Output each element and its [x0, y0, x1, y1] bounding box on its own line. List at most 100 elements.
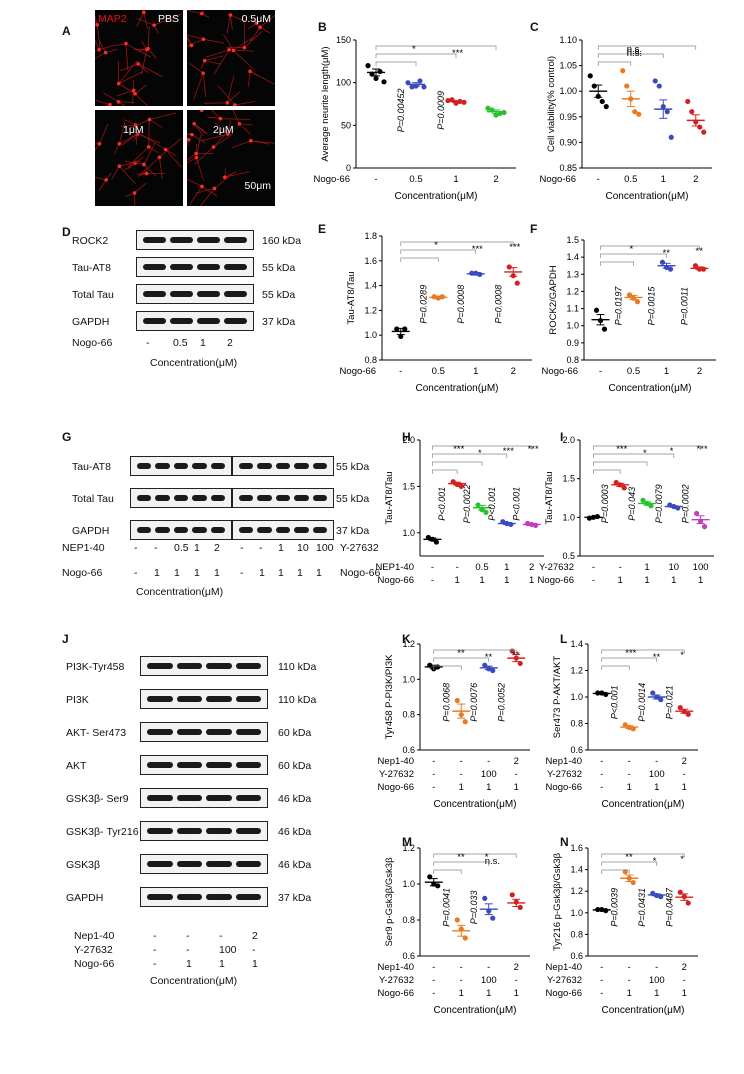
y-tick-label: 1.0	[402, 674, 415, 684]
soma	[163, 147, 168, 152]
significance-bracket	[432, 461, 483, 466]
data-point	[668, 134, 674, 140]
neurite	[118, 101, 126, 106]
micrograph-1um: 1μM	[95, 110, 183, 206]
y-tick-label: 1.1	[566, 304, 579, 314]
significance-bracket	[375, 45, 497, 50]
y-tick-label: 0.8	[570, 719, 583, 729]
neurite	[194, 146, 214, 165]
treatment-value: 1	[486, 782, 491, 793]
blot-strip	[232, 456, 334, 476]
neurite	[223, 34, 234, 51]
significance-annotation: P=0.0011	[680, 287, 690, 325]
significance-annotation: P<0.001	[512, 487, 522, 521]
data-point	[490, 667, 496, 674]
treatment-value: 1	[278, 542, 284, 554]
neurite	[95, 99, 111, 106]
blot-row-label: GSK3β	[66, 859, 101, 871]
significance-annotation: **	[485, 652, 493, 663]
treatment-value: 0.5	[627, 366, 640, 377]
data-point	[685, 711, 691, 717]
treatment-label: Nep1-40	[378, 756, 414, 767]
blot-band	[224, 291, 247, 297]
blot-band	[143, 264, 166, 270]
neurite	[224, 171, 250, 178]
neurite	[125, 43, 152, 58]
soma	[152, 23, 156, 27]
blot-row-label: AKT- Ser473	[66, 727, 127, 739]
blot-row-label: GAPDH	[72, 316, 110, 328]
treatment-value: 1	[316, 567, 322, 579]
treatment-label: Y-27632	[74, 944, 113, 956]
blot-band	[235, 795, 261, 801]
neurite	[136, 12, 145, 27]
data-point	[482, 895, 488, 901]
neurite	[213, 133, 233, 148]
y-tick-label: 1.6	[364, 256, 377, 266]
tile-label-1um: 1μM	[123, 124, 144, 136]
soma	[147, 117, 152, 122]
y-tick-label: 0.9	[566, 338, 579, 348]
blot-band	[143, 291, 166, 297]
y-tick-label: 1.8	[364, 231, 377, 241]
y-axis-label: Tyr216 p-Gsk3β/Gsk3β	[552, 852, 563, 951]
axis-label: Concentration(μM)	[150, 975, 238, 987]
neurite	[187, 35, 192, 46]
significance-bracket	[597, 45, 697, 50]
blot-strip	[140, 821, 268, 841]
treatment-value: -	[600, 756, 603, 767]
neurite	[193, 72, 204, 100]
treatment-value: -	[154, 542, 158, 554]
neurite	[132, 79, 135, 91]
neurite	[165, 149, 177, 157]
blot-band	[224, 264, 247, 270]
data-point	[656, 83, 662, 89]
neurite	[217, 85, 236, 106]
data-point	[599, 98, 605, 105]
neurite	[231, 140, 251, 149]
data-point	[514, 280, 520, 286]
y-axis-label: Tau-AT8/Tau	[346, 271, 357, 324]
x-axis-label: Concentration(μM)	[415, 383, 498, 394]
soma	[218, 116, 223, 121]
treatment-value: 1	[154, 567, 160, 579]
neurite	[95, 176, 107, 181]
x-axis-label: Concentration(μM)	[394, 191, 477, 202]
neurite	[95, 39, 100, 50]
kda-label: 60 kDa	[278, 760, 312, 772]
neurite	[193, 123, 204, 137]
data-point	[622, 869, 628, 875]
neurite	[232, 110, 240, 124]
kda-label: 110 kDa	[278, 694, 317, 706]
treatment-value: -	[153, 944, 157, 956]
neurite	[128, 119, 150, 130]
treatment-value: -	[600, 962, 603, 973]
soma	[189, 43, 194, 48]
soma	[194, 151, 198, 156]
y-tick-label: 0.8	[402, 710, 415, 720]
y-axis-label: Tau-AT8/Tau	[544, 471, 555, 524]
panel-label-a: A	[62, 24, 71, 38]
neurite	[98, 179, 107, 191]
treatment-value: 100	[481, 975, 497, 986]
panel-label-m: M	[402, 835, 412, 849]
neurite	[95, 49, 100, 52]
neurite	[105, 48, 118, 54]
y-tick-label: 0.8	[364, 355, 377, 365]
neurite	[118, 71, 144, 84]
chart-h: 1.0 1.5 2.0 Tau-AT8/Tau *** P<0.001 * P=0.0022 *…	[375, 435, 544, 586]
blot-band	[294, 463, 309, 469]
data-point	[613, 479, 619, 486]
blot-band	[275, 495, 291, 501]
soma	[142, 162, 146, 167]
blot-row-label: GSK3β- Ser9	[66, 793, 129, 805]
blot-band	[143, 237, 166, 243]
blot-strip	[232, 488, 334, 508]
treatment-value: 1	[453, 174, 458, 185]
treatment-value: 0.5	[173, 337, 188, 349]
blot-band	[206, 795, 232, 801]
data-point	[632, 109, 638, 115]
treatment-value: 2	[682, 962, 687, 973]
data-point	[692, 263, 699, 269]
significance-bracket	[433, 649, 517, 654]
